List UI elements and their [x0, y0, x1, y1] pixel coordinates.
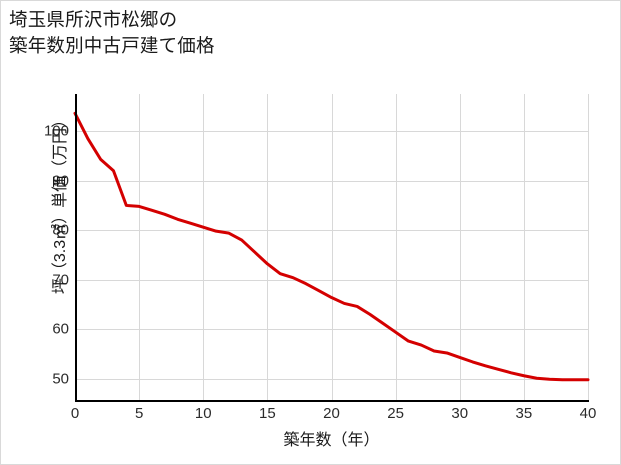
chart-title: 埼玉県所沢市松郷の 築年数別中古戸建て価格 [9, 9, 215, 57]
gridline-vertical [331, 94, 333, 401]
gridline-vertical [588, 94, 589, 401]
x-axis-spine [75, 400, 589, 402]
gridline-vertical [203, 94, 205, 401]
gridline-vertical [267, 94, 269, 401]
x-axis-tick-labels: 0 5 10 15 20 25 30 35 40 [71, 405, 597, 427]
y-tick-label: 60 [52, 320, 69, 338]
x-tick-label: 5 [134, 405, 144, 422]
gridline-vertical [523, 94, 525, 401]
y-axis-tick-labels: 50 60 70 80 90 100 [1, 94, 69, 401]
y-tick-label: 90 [52, 172, 69, 190]
x-tick-label: 0 [70, 405, 80, 422]
x-tick-label: 40 [579, 405, 597, 422]
y-axis-label: 坪（3.3㎡）単価（万円） [52, 111, 69, 295]
y-axis-spine [75, 94, 77, 402]
plot-area [73, 94, 590, 401]
x-tick-label: 25 [387, 405, 404, 422]
gridline-vertical [395, 94, 397, 401]
series-polyline [73, 111, 590, 382]
y-tick-label: 100 [43, 122, 69, 140]
gridline-vertical [459, 94, 461, 401]
series-line-chart [73, 111, 590, 382]
x-tick-label: 10 [194, 405, 212, 422]
y-tick-label: 70 [52, 271, 69, 289]
y-tick-label: 50 [52, 370, 69, 388]
x-tick-label: 15 [259, 405, 276, 422]
gridline-vertical [139, 94, 141, 401]
x-axis-label: 築年数（年） [283, 432, 380, 449]
x-tick-label: 35 [515, 405, 533, 422]
y-axis-label-wrapper: 坪（3.3㎡）単価（万円） [1, 1, 69, 294]
y-tick-label: 80 [52, 221, 69, 239]
x-tick-label: 30 [451, 405, 469, 422]
x-tick-label: 20 [323, 405, 340, 422]
